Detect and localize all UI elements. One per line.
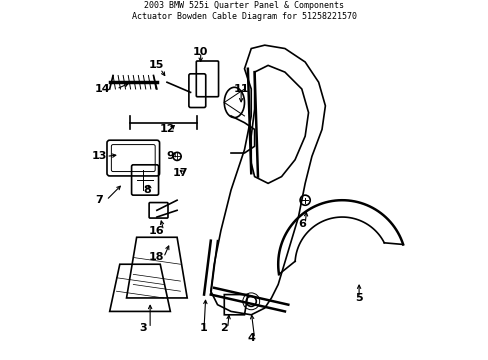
Text: 15: 15 [149,60,164,71]
Text: 8: 8 [142,185,150,195]
Text: 13: 13 [92,152,107,161]
Text: 16: 16 [149,225,164,235]
Title: 2003 BMW 525i Quarter Panel & Components
Actuator Bowden Cable Diagram for 51258: 2003 BMW 525i Quarter Panel & Components… [132,1,356,21]
Text: 9: 9 [166,152,174,161]
Text: 1: 1 [200,323,207,333]
Text: 18: 18 [149,252,164,262]
Text: 12: 12 [159,125,174,134]
Text: 6: 6 [297,219,305,229]
Text: 7: 7 [96,195,103,205]
Text: 11: 11 [233,84,248,94]
Text: 4: 4 [247,333,255,343]
Text: 14: 14 [95,84,110,94]
Text: 10: 10 [193,47,208,57]
Text: 3: 3 [139,323,147,333]
Text: 2: 2 [220,323,228,333]
Text: 5: 5 [355,293,362,303]
Text: 17: 17 [172,168,188,178]
